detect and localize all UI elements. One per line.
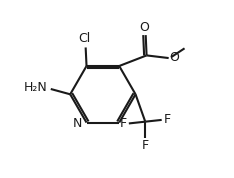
Text: F: F: [120, 117, 127, 130]
Text: Cl: Cl: [79, 32, 91, 45]
Text: F: F: [164, 113, 171, 126]
Text: F: F: [142, 139, 149, 152]
Text: O: O: [169, 51, 179, 64]
Text: O: O: [139, 21, 149, 34]
Text: H₂N: H₂N: [23, 81, 47, 94]
Text: N: N: [73, 117, 82, 130]
